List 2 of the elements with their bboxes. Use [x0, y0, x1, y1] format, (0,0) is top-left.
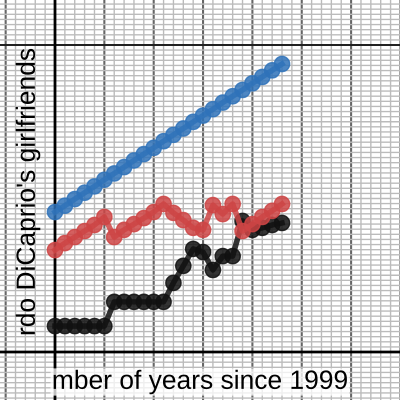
y-axis-title: rdo DiCaprio's girlfriends [16, 48, 40, 334]
x-axis-title: mber of years since 1999 [54, 370, 347, 394]
